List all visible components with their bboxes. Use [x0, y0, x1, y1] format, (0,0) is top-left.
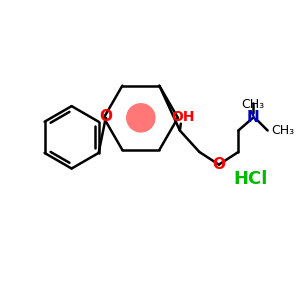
Text: O: O	[99, 109, 112, 124]
Text: O: O	[212, 157, 225, 172]
Text: HCl: HCl	[233, 170, 267, 188]
Text: CH₃: CH₃	[242, 98, 265, 111]
Circle shape	[127, 104, 155, 132]
Text: OH: OH	[171, 110, 194, 124]
Text: CH₃: CH₃	[272, 124, 295, 137]
Text: N: N	[247, 110, 260, 125]
